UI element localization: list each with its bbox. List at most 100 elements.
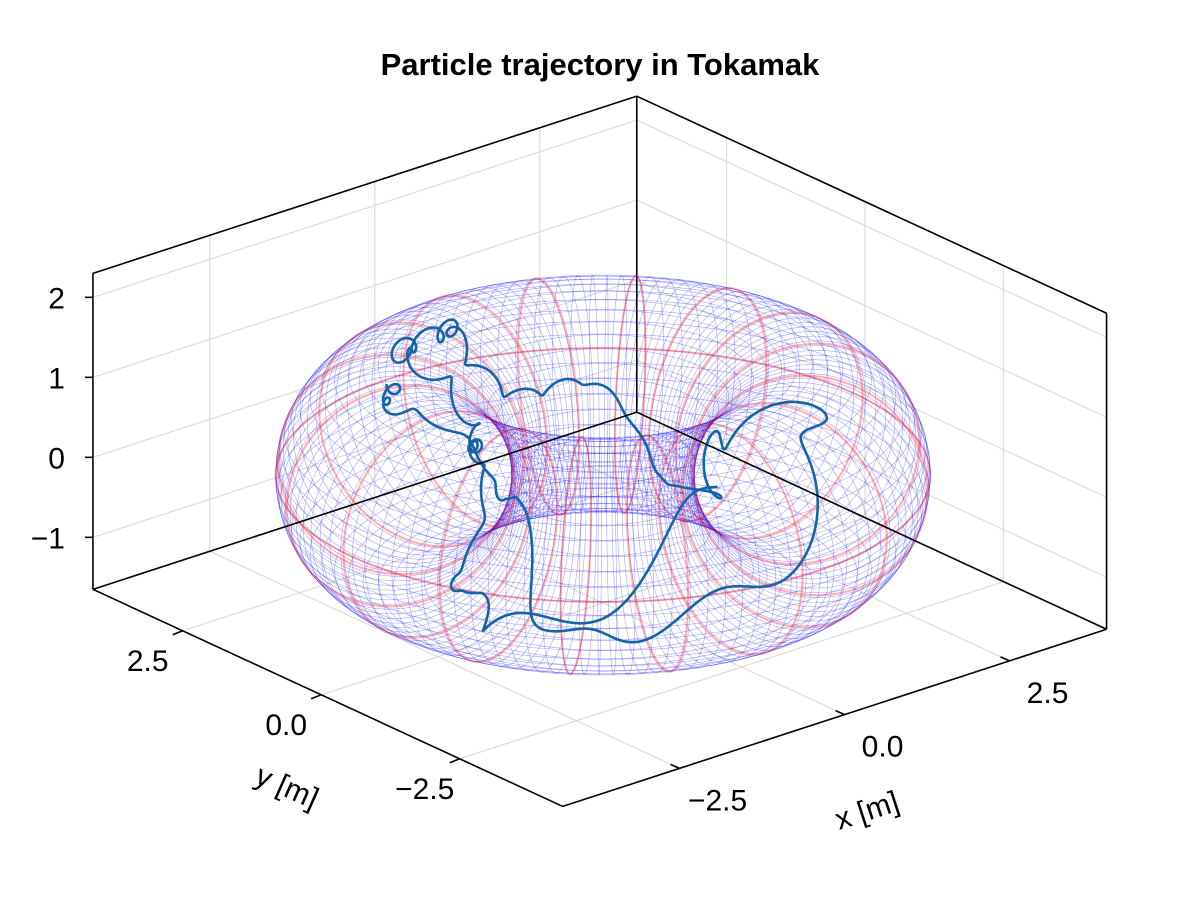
torus-mesh-toroidal-line <box>276 333 930 588</box>
torus-mesh-poloidal-line <box>515 278 579 516</box>
torus-mesh-poloidal-line <box>282 347 515 568</box>
torus-mesh-toroidal-line <box>321 452 885 672</box>
torus-mesh-toroidal-line <box>393 283 813 447</box>
torus-mesh-poloidal-line <box>589 274 600 513</box>
torus-mesh-toroidal-line <box>291 298 915 542</box>
torus-mesh-poloidal-line <box>689 390 914 613</box>
torus-mesh-toroidal-line <box>279 377 927 630</box>
torus-mesh-poloidal-line <box>653 291 785 524</box>
torus-mesh-poloidal-line <box>667 417 835 648</box>
torus-mesh-poloidal-line <box>693 368 931 589</box>
torus-mesh-poloidal-line <box>636 432 726 669</box>
torus-mesh-toroidal-line <box>321 278 885 498</box>
torus-mesh-poloidal-line <box>340 410 531 637</box>
field-line <box>674 311 864 540</box>
torus-mesh-poloidal-line <box>641 430 744 666</box>
torus-mesh-poloidal-line <box>604 274 609 513</box>
torus-mesh-poloidal-line <box>551 275 590 514</box>
torus-mesh-poloidal-line <box>606 437 617 676</box>
torus-mesh-toroidal-line <box>299 423 907 660</box>
torus-mesh-poloidal-line <box>597 437 602 676</box>
field-line <box>277 353 514 576</box>
torus-mesh-poloidal-line <box>627 434 691 672</box>
torus-mesh-poloidal-line <box>684 326 896 550</box>
torus-mesh-poloidal-line <box>399 295 547 527</box>
torus-mesh-poloidal-line <box>276 356 513 577</box>
grid-line-z-left-wall <box>92 199 637 378</box>
torus-mesh-poloidal-line <box>299 333 519 556</box>
torus-mesh-poloidal-line <box>688 335 911 558</box>
torus-mesh-poloidal-line <box>470 431 567 667</box>
torus-mesh-toroidal-line <box>423 511 783 651</box>
torus-mesh-poloidal-line <box>657 294 800 526</box>
chart-title: Particle trajectory in Tokamak <box>381 47 821 82</box>
torus-mesh-poloidal-line <box>689 340 917 562</box>
torus-mesh-poloidal-line <box>437 428 558 662</box>
torus-mesh-toroidal-line <box>348 274 858 473</box>
torus-mesh-poloidal-line <box>560 436 592 675</box>
torus-mesh-poloidal-line <box>351 413 534 642</box>
field-line <box>690 342 921 566</box>
grid-line-z-right-wall <box>636 199 1107 418</box>
torus-mesh-toroidal-line <box>452 321 754 439</box>
torus-mesh-toroidal-line <box>502 393 704 473</box>
field-line <box>285 384 516 608</box>
torus-mesh-poloidal-line <box>335 315 529 542</box>
torus-mesh-poloidal-line <box>655 425 792 658</box>
torus-mesh-poloidal-line <box>672 308 855 537</box>
torus-mesh-poloidal-line <box>629 279 701 516</box>
field-line <box>516 277 581 516</box>
torus-mesh-poloidal-line <box>616 436 655 675</box>
x-tick-mark <box>670 763 680 770</box>
field-line <box>438 427 559 664</box>
torus-mesh-toroidal-line <box>348 477 858 676</box>
torus-mesh-toroidal-line <box>486 496 720 587</box>
torus-mesh-poloidal-line <box>319 403 525 629</box>
torus-mesh-toroidal-line <box>486 363 720 454</box>
torus-mesh-poloidal-line <box>430 289 556 523</box>
torus-mesh-poloidal-line <box>665 301 829 531</box>
torus-mesh-poloidal-line <box>682 402 891 626</box>
torus-mesh-poloidal-line <box>693 363 931 584</box>
torus-mesh-poloidal-line <box>693 354 929 575</box>
axis-box-front <box>92 411 1107 808</box>
torus-mesh-toroidal-line <box>510 424 696 497</box>
torus-mesh-toroidal-line <box>299 290 907 527</box>
grid-line-z-left-wall <box>92 279 637 458</box>
torus-mesh-toroidal-line <box>393 503 813 667</box>
torus-mesh-poloidal-line <box>674 411 860 640</box>
torus-mesh-poloidal-line <box>650 427 776 661</box>
torus-field-lines <box>274 274 932 676</box>
x-tick-mark <box>1000 656 1010 662</box>
torus-mesh-poloidal-line <box>275 361 513 582</box>
torus-mesh-toroidal-line <box>309 438 897 667</box>
torus-mesh-poloidal-line <box>276 370 513 591</box>
torus-mesh-poloidal-line <box>541 435 587 674</box>
torus-mesh-poloidal-line <box>692 349 926 571</box>
torus-mesh-toroidal-line <box>408 508 798 660</box>
torus-mesh-poloidal-line <box>277 375 513 596</box>
torus-mesh-poloidal-line <box>669 304 842 534</box>
y-tick-label: 2.5 <box>127 645 169 678</box>
torus-mesh-poloidal-line <box>570 275 595 514</box>
torus-mesh-poloidal-line <box>307 328 521 552</box>
torus-mesh-toroidal-line <box>362 487 844 675</box>
field-line <box>692 374 929 597</box>
field-line <box>613 274 647 515</box>
torus-mesh-poloidal-line <box>292 337 517 560</box>
torus-mesh-poloidal-line <box>686 330 904 554</box>
field-line <box>647 286 768 523</box>
torus-mesh-poloidal-line <box>690 386 919 608</box>
z-tick-label: −1 <box>31 522 65 555</box>
torus-mesh-poloidal-line <box>624 277 683 515</box>
field-line <box>318 321 525 548</box>
axis-box-edge <box>636 95 1107 314</box>
torus-mesh-toroidal-line <box>309 283 897 512</box>
torus-mesh-toroidal-line <box>284 393 922 641</box>
grid-line-y-floor <box>182 453 727 632</box>
torus-mesh-toroidal-line <box>334 465 872 675</box>
grid-line-y-floor <box>320 517 866 696</box>
torus-mesh-toroidal-line <box>275 347 931 603</box>
field-line <box>657 422 804 656</box>
grid-line-z-right-wall <box>636 359 1107 578</box>
